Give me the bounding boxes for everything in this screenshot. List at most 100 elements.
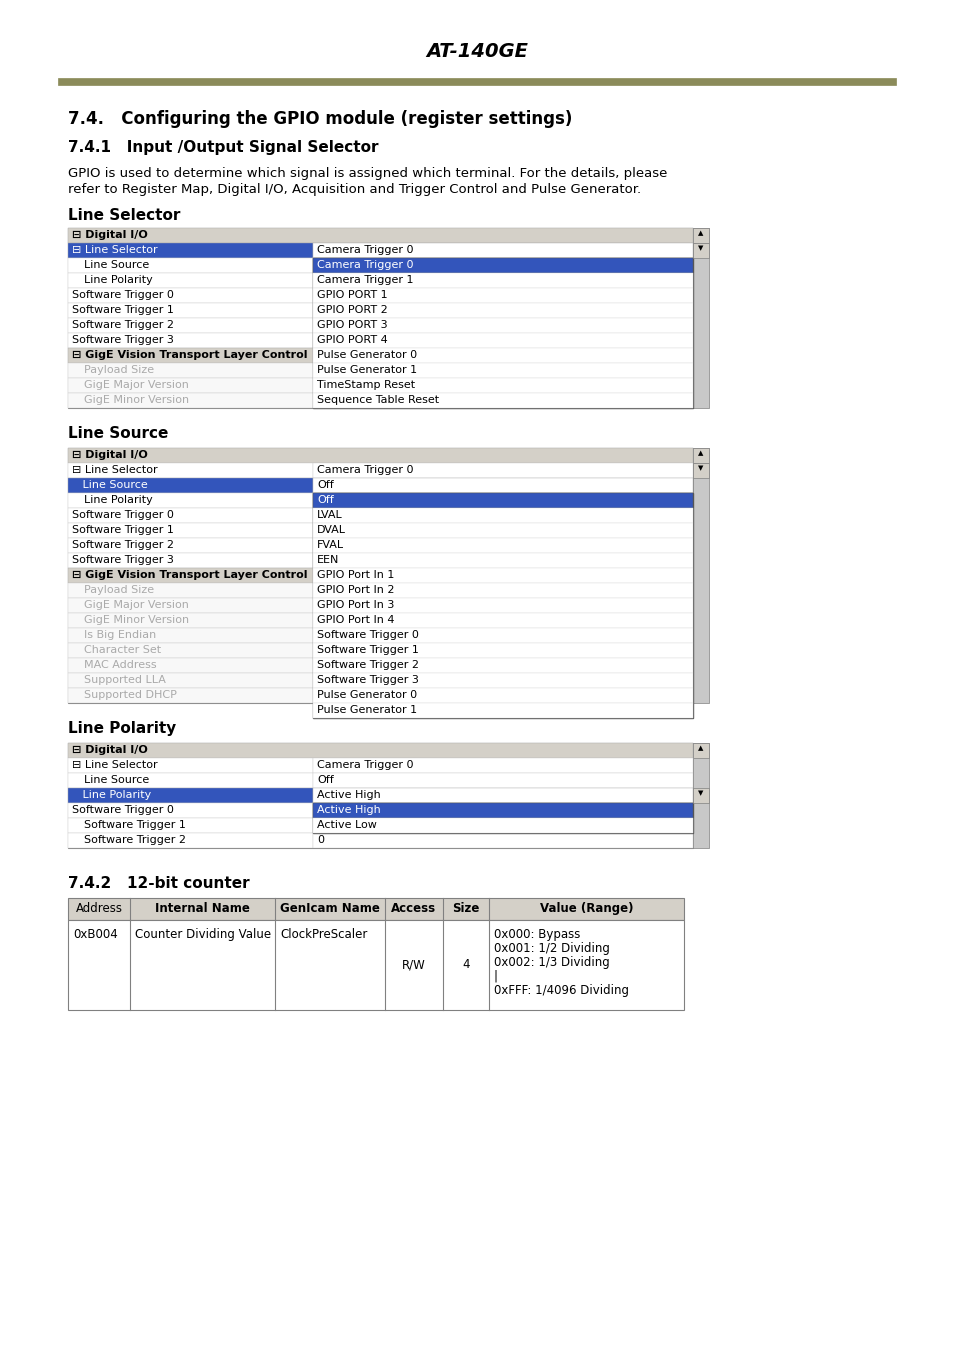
- Text: Supported DHCP: Supported DHCP: [84, 690, 176, 701]
- Text: Supported LLA: Supported LLA: [84, 675, 166, 684]
- Bar: [68, 803, 313, 818]
- Text: 0x002: 1/3 Dividing: 0x002: 1/3 Dividing: [494, 956, 609, 969]
- Text: Internal Name: Internal Name: [155, 902, 250, 915]
- Bar: [313, 522, 692, 539]
- Bar: [313, 363, 692, 378]
- Text: ⊟ Line Selector: ⊟ Line Selector: [71, 760, 157, 770]
- Text: Software Trigger 0: Software Trigger 0: [71, 290, 173, 300]
- Text: ⊟ Digital I/O: ⊟ Digital I/O: [71, 745, 148, 755]
- Bar: [68, 448, 692, 703]
- Text: Software Trigger 0: Software Trigger 0: [71, 510, 173, 520]
- Bar: [692, 788, 708, 803]
- Text: Value (Range): Value (Range): [539, 902, 633, 915]
- Bar: [68, 228, 692, 408]
- Bar: [313, 493, 692, 508]
- Text: ⊟ GigE Vision Transport Layer Control: ⊟ GigE Vision Transport Layer Control: [71, 350, 307, 360]
- Text: ClockPreScaler: ClockPreScaler: [280, 927, 367, 941]
- Text: MAC Address: MAC Address: [84, 660, 156, 670]
- Bar: [313, 788, 692, 803]
- Bar: [68, 743, 692, 757]
- Text: Software Trigger 2: Software Trigger 2: [316, 660, 418, 670]
- Bar: [313, 539, 692, 553]
- Text: Pulse Generator 0: Pulse Generator 0: [316, 350, 416, 360]
- Text: Payload Size: Payload Size: [84, 585, 154, 595]
- Text: Software Trigger 1: Software Trigger 1: [316, 645, 418, 655]
- Text: Pulse Generator 1: Pulse Generator 1: [316, 705, 416, 716]
- Text: GigE Major Version: GigE Major Version: [84, 379, 189, 390]
- Text: FVAL: FVAL: [316, 540, 344, 549]
- Bar: [68, 508, 313, 522]
- Text: 0: 0: [316, 836, 324, 845]
- Bar: [692, 448, 708, 463]
- Text: Address: Address: [75, 902, 122, 915]
- Text: TimeStamp Reset: TimeStamp Reset: [316, 379, 415, 390]
- Bar: [313, 463, 692, 478]
- Text: GigE Minor Version: GigE Minor Version: [84, 616, 189, 625]
- Bar: [313, 493, 692, 718]
- Text: Line Source: Line Source: [84, 775, 149, 784]
- Bar: [313, 508, 692, 522]
- Bar: [68, 302, 313, 319]
- Text: True: True: [316, 690, 340, 701]
- Bar: [68, 243, 313, 258]
- Text: Software Trigger 3: Software Trigger 3: [71, 335, 173, 346]
- Text: Pulse Generator 1: Pulse Generator 1: [316, 364, 416, 375]
- Text: GPIO PORT 2: GPIO PORT 2: [316, 305, 387, 315]
- Text: 0xB004: 0xB004: [73, 927, 117, 941]
- Bar: [313, 554, 692, 568]
- Bar: [313, 319, 692, 333]
- Text: Active Low: Active Low: [316, 819, 376, 830]
- Text: AT-140GE: AT-140GE: [426, 42, 527, 61]
- Bar: [68, 363, 692, 378]
- Bar: [58, 78, 895, 85]
- Text: Software Trigger 0: Software Trigger 0: [71, 805, 173, 815]
- Bar: [68, 333, 313, 348]
- Bar: [313, 657, 692, 674]
- Bar: [68, 788, 313, 803]
- Bar: [692, 448, 708, 703]
- Text: 0x000: Bypass: 0x000: Bypass: [494, 927, 579, 941]
- Text: Line Source: Line Source: [68, 427, 168, 441]
- Text: ⊟ Line Selector: ⊟ Line Selector: [71, 244, 157, 255]
- Text: 0xFFF: 1/4096 Dividing: 0xFFF: 1/4096 Dividing: [494, 984, 628, 998]
- Bar: [313, 554, 692, 568]
- Bar: [313, 613, 692, 628]
- Text: GPIO Port In 4: GPIO Port In 4: [316, 616, 395, 625]
- Bar: [692, 228, 708, 408]
- Bar: [68, 774, 313, 788]
- Text: Software Trigger 2: Software Trigger 2: [71, 540, 173, 549]
- Bar: [313, 333, 692, 348]
- Bar: [313, 319, 692, 333]
- Bar: [68, 583, 692, 598]
- Bar: [313, 703, 692, 718]
- Bar: [313, 393, 692, 408]
- Bar: [313, 288, 692, 302]
- Bar: [313, 818, 692, 833]
- Bar: [313, 774, 692, 788]
- Text: Payload Size: Payload Size: [84, 364, 154, 375]
- Text: EEN: EEN: [316, 555, 339, 566]
- Text: DVAL: DVAL: [316, 525, 346, 535]
- Text: Off: Off: [316, 481, 334, 490]
- Text: Software Trigger 1: Software Trigger 1: [71, 525, 173, 535]
- Bar: [313, 568, 692, 583]
- Text: Software Trigger 3: Software Trigger 3: [316, 675, 418, 684]
- Text: Size: Size: [452, 902, 479, 915]
- Text: Camera Trigger 0: Camera Trigger 0: [316, 760, 413, 770]
- Bar: [68, 554, 313, 568]
- Bar: [313, 478, 692, 493]
- Bar: [313, 643, 692, 657]
- Bar: [68, 898, 683, 919]
- Text: Line Polarity: Line Polarity: [84, 275, 152, 285]
- Text: ⊟ Digital I/O: ⊟ Digital I/O: [71, 450, 148, 460]
- Bar: [313, 258, 692, 273]
- Bar: [313, 833, 692, 848]
- Bar: [68, 258, 313, 273]
- Bar: [313, 302, 692, 319]
- Bar: [313, 348, 692, 363]
- Text: GenIcam Name: GenIcam Name: [280, 902, 379, 915]
- Text: 7.4.2   12-bit counter: 7.4.2 12-bit counter: [68, 876, 250, 891]
- Bar: [68, 657, 692, 674]
- Bar: [313, 273, 692, 288]
- Text: Camera Trigger 1: Camera Trigger 1: [316, 275, 413, 285]
